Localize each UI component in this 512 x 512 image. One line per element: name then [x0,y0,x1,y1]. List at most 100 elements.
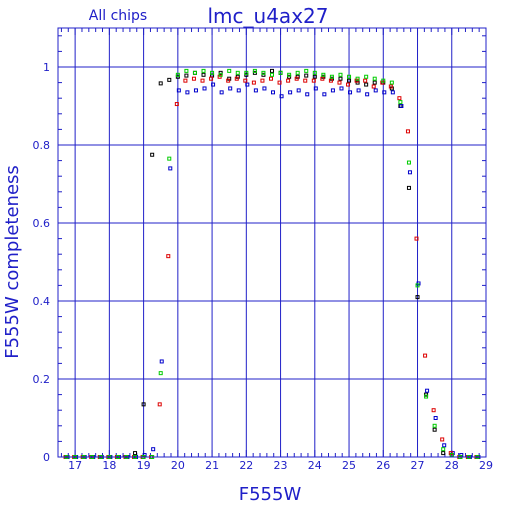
data-point [234,76,239,81]
data-point [347,78,352,83]
data-point [226,78,231,83]
data-point [286,78,291,83]
data-point [346,82,351,87]
data-point [210,70,215,75]
data-point [423,353,428,358]
data-point [294,76,299,81]
data-point [159,359,164,364]
data-point [364,74,369,79]
data-point [228,86,233,91]
data-point [244,70,249,75]
data-point [174,102,179,107]
x-tick-label: 20 [171,459,185,472]
data-point [278,70,283,75]
x-tick-label: 28 [445,459,459,472]
data-point [262,86,267,91]
data-point [202,86,207,91]
x-tick-label: 21 [205,459,219,472]
data-point [158,371,163,376]
data-point [406,160,411,165]
data-point [219,90,224,95]
data-point [158,81,163,86]
data-point [372,76,377,81]
data-point [227,68,232,73]
data-point [330,88,335,93]
data-point [176,88,181,93]
data-point [157,402,162,407]
y-axis-label: F555W completeness [2,165,23,359]
data-point [141,402,146,407]
data-point [150,152,155,157]
x-tick-label: 25 [342,459,356,472]
x-tick-label: 23 [274,459,288,472]
data-point [270,72,274,77]
data-point [414,236,419,241]
x-tick-label: 17 [68,459,82,472]
data-point [252,68,257,73]
data-point [433,416,438,420]
data-point [405,129,410,134]
data-point [372,80,377,85]
x-tick-label: 18 [102,459,116,472]
data-point [270,68,274,73]
data-point [432,427,437,432]
data-point [167,156,172,161]
data-point [209,76,214,81]
data-point [279,94,284,99]
data-point [406,185,411,190]
data-point [260,78,265,83]
data-point [192,70,197,75]
data-point [295,70,300,75]
x-tick-label: 24 [308,459,322,472]
data-point [168,166,173,171]
data-point [200,78,205,83]
data-point [356,88,361,93]
data-point [365,92,370,97]
data-point [133,451,138,456]
data-point [441,451,446,456]
data-point [425,388,430,393]
data-point [424,394,429,399]
x-axis-label: F555W [239,484,302,505]
axis-ticks [58,28,487,458]
data-point [431,408,436,413]
data-point [389,80,394,85]
data-point [271,90,275,95]
data-point [185,90,190,95]
data-point [373,88,378,93]
data-point [322,92,327,97]
data-point [415,295,420,300]
x-tick-label: 29 [479,459,493,472]
data-point [311,78,316,83]
data-point [243,78,248,83]
data-point [338,76,343,81]
data-point [441,447,446,452]
data-point [184,68,189,73]
data-point [167,77,172,82]
data-point [269,76,273,81]
data-point [381,78,386,83]
data-point [261,70,266,75]
data-point [236,88,241,93]
data-point [235,70,240,75]
data-point [296,88,301,93]
y-tick-label: 0.6 [33,217,51,230]
data-point [337,80,342,85]
chart-title: lmc_u4ax27 [208,4,329,28]
data-point [382,90,387,95]
data-point [183,78,188,83]
data-point [399,104,404,108]
data-point [193,88,198,93]
y-tick-label: 0.4 [33,295,51,308]
grid [58,28,486,457]
plot-frame [57,27,487,458]
data-point [288,90,293,95]
data-point [415,283,420,288]
x-tick-label: 26 [376,459,390,472]
data-point [245,82,250,87]
y-tick-label: 0.8 [33,139,51,152]
data-point [363,78,368,83]
data-point [287,72,292,77]
data-point [253,88,258,93]
